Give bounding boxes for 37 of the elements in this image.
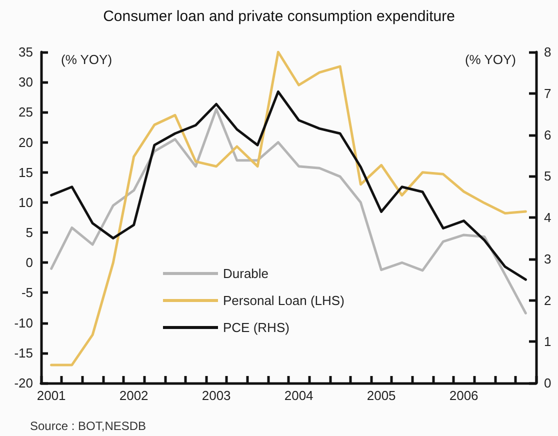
x-tick-label: 2005 bbox=[366, 388, 396, 403]
y-tick-label: 5 bbox=[26, 225, 33, 240]
y-tick-label: 20 bbox=[18, 134, 33, 150]
chart-title: Consumer loan and private consumption expenditure bbox=[103, 8, 455, 25]
legend-label: Durable bbox=[223, 266, 269, 281]
legend-label: PCE (RHS) bbox=[223, 320, 290, 335]
legend-label: Personal Loan (LHS) bbox=[223, 293, 344, 308]
line-series bbox=[50, 50, 527, 366]
y2-tick-label: 1 bbox=[544, 334, 552, 350]
y-tick-label: 0 bbox=[26, 255, 33, 270]
y-tick-label: 10 bbox=[18, 194, 33, 210]
y2-tick-label: 5 bbox=[544, 168, 552, 184]
y-tick-label: 35 bbox=[18, 44, 33, 60]
y-tick-label: 25 bbox=[18, 104, 33, 120]
y2-tick-label: 0 bbox=[544, 376, 552, 390]
y-tick-label: 15 bbox=[18, 164, 33, 180]
y-axis-title: (% YOY) bbox=[61, 52, 112, 67]
x-tick-label: 2002 bbox=[119, 388, 148, 403]
y2-axis-title: (% YOY) bbox=[464, 52, 516, 67]
y-tick-label: -15 bbox=[14, 345, 33, 360]
x-tick-label: 2004 bbox=[284, 388, 314, 403]
y2-tick-label: 3 bbox=[544, 251, 552, 266]
y-tick-label: -5 bbox=[21, 285, 33, 300]
y2-tick-label: 2 bbox=[544, 292, 552, 308]
source-note: Source : BOT,NESDB bbox=[30, 419, 146, 433]
line-series bbox=[50, 108, 527, 314]
line-series bbox=[50, 90, 527, 281]
y-tick-label: -10 bbox=[14, 315, 33, 330]
x-tick-label: 2003 bbox=[202, 388, 231, 403]
y2-tick-label: 4 bbox=[544, 210, 552, 225]
y2-tick-label: 6 bbox=[544, 127, 552, 142]
y2-tick-label: 8 bbox=[544, 44, 552, 60]
x-tick-label: 2006 bbox=[449, 388, 478, 403]
y-tick-label: -20 bbox=[14, 376, 33, 390]
x-tick-label: 2001 bbox=[36, 388, 66, 403]
y-tick-label: 30 bbox=[18, 74, 33, 90]
y2-tick-label: 7 bbox=[544, 86, 552, 101]
